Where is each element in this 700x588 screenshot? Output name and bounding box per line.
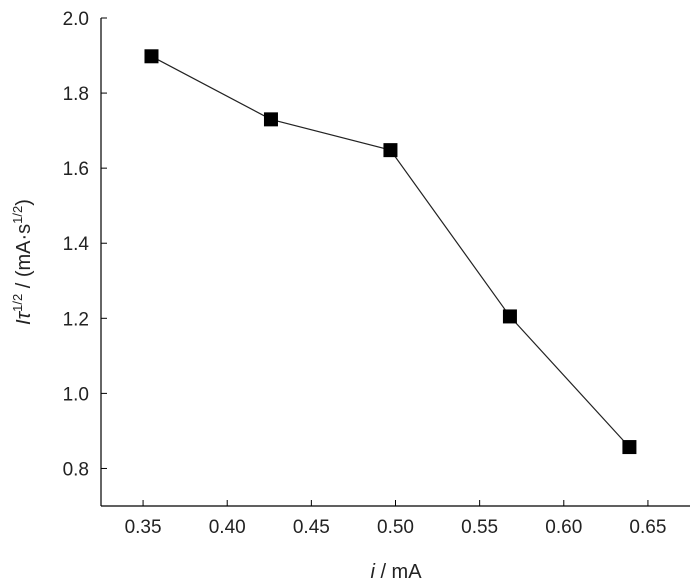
y-tick-label: 1.4 (63, 234, 90, 255)
x-tick-label: 0.35 (125, 517, 162, 538)
series-line (151, 55, 630, 448)
x-tick-label: 0.65 (629, 517, 666, 538)
x-tick-label: 0.60 (545, 517, 582, 538)
x-axis-title: i / mA (370, 561, 422, 583)
y-axis-title: Iτ1/2 / (mA·s1/2) (10, 199, 35, 325)
x-tick-label: 0.40 (209, 517, 246, 538)
y-tick-label: 2.0 (63, 9, 89, 30)
series (144, 49, 637, 455)
y-tick-label: 1.8 (63, 84, 89, 105)
data-point (622, 440, 637, 455)
x-tick-label: 0.55 (461, 517, 498, 538)
data-point (502, 309, 517, 324)
y-tick-label: 1.0 (63, 384, 89, 405)
data-point (263, 112, 278, 127)
y-ticks: 0.8 1.0 1.2 1.4 1.6 1.8 2.0 (63, 9, 107, 480)
x-tick-label: 0.50 (377, 517, 414, 538)
plot-frame (100, 18, 690, 507)
x-ticks: 0.35 0.40 0.45 0.50 0.55 0.60 0.65 (125, 500, 666, 538)
y-tick-label: 1.6 (63, 159, 89, 180)
data-point (144, 49, 159, 64)
y-tick-label: 0.8 (63, 459, 89, 480)
x-tick-label: 0.45 (293, 517, 330, 538)
y-tick-label: 1.2 (63, 309, 89, 330)
data-point (383, 143, 398, 158)
